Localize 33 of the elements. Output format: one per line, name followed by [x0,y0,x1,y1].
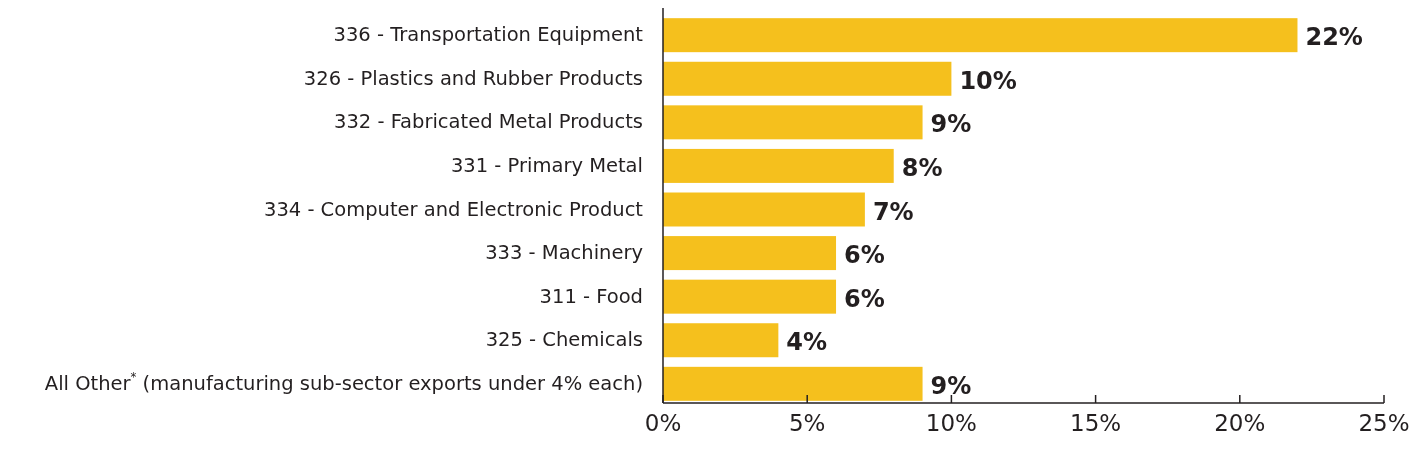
bar [663,61,952,96]
data-label: 4% [786,328,828,357]
data-label: 7% [872,197,914,226]
bar [663,105,923,140]
data-label: 9% [930,110,972,139]
x-tick-label: 5% [788,410,826,436]
y-tick-label: 334 - Computer and Electronic Product [263,197,644,220]
bar [663,279,837,314]
bar [663,323,779,358]
y-tick-label: 336 - Transportation Equipment [333,22,644,46]
x-tick-label: 0% [644,410,682,436]
x-tick-label: 10% [925,410,977,436]
y-tick-label: 333 - Machinery [485,240,643,264]
y-tick-label: 325 - Chemicals [485,327,643,351]
y-tick-label: 326 - Plastics and Rubber Products [303,66,643,90]
bar [663,148,894,183]
data-label: 9% [930,371,972,400]
data-label: 10% [959,66,1017,95]
x-tick-label: 25% [1358,410,1410,436]
y-tick-label: 332 - Fabricated Metal Products [334,109,643,133]
x-tick-label: 15% [1070,410,1122,436]
x-tick-label: 20% [1214,410,1266,436]
data-label: 22% [1305,23,1363,52]
bar [663,366,923,401]
data-label: 6% [844,241,885,270]
data-label: 6% [844,284,885,313]
bar [663,18,1298,53]
bar [663,192,865,227]
y-tick-label: 331 - Primary Metal [450,153,643,177]
data-label: 8% [901,153,943,182]
y-tick-label: All Other$^{*}$ (manufacturing sub-sector exports under 4% each) [44,369,643,395]
y-tick-label: 311 - Food [539,284,643,308]
bar [663,236,837,271]
